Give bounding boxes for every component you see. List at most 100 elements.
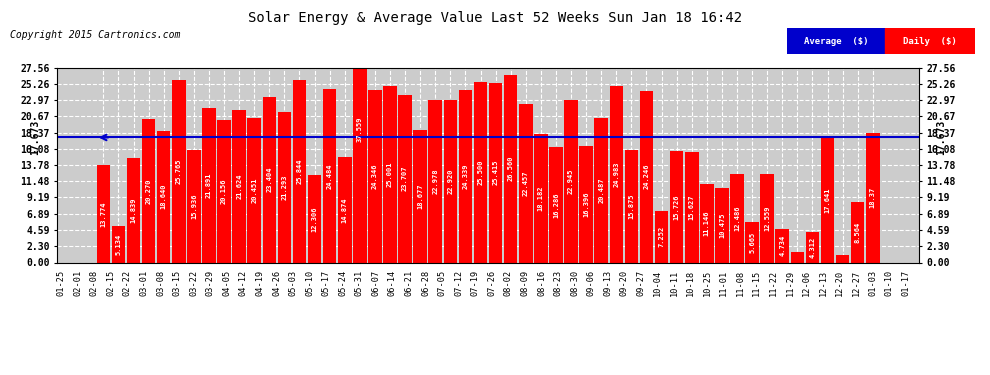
Bar xyxy=(414,130,427,262)
Text: 16.286: 16.286 xyxy=(553,192,559,217)
Bar xyxy=(715,188,729,262)
Text: 18.182: 18.182 xyxy=(538,185,544,211)
Text: 08-23: 08-23 xyxy=(553,270,562,296)
Bar xyxy=(383,86,397,262)
Text: 13.774: 13.774 xyxy=(100,201,106,226)
Text: 22.920: 22.920 xyxy=(447,169,453,194)
Text: 24.246: 24.246 xyxy=(644,164,649,189)
Text: Copyright 2015 Cartronics.com: Copyright 2015 Cartronics.com xyxy=(10,30,180,39)
Text: 12.486: 12.486 xyxy=(734,206,740,231)
Text: 05-24: 05-24 xyxy=(339,270,347,296)
Bar xyxy=(821,138,835,262)
Text: 23.707: 23.707 xyxy=(402,166,408,191)
Text: 15.875: 15.875 xyxy=(629,194,635,219)
Text: 25.500: 25.500 xyxy=(477,159,483,185)
Bar xyxy=(187,150,201,262)
Text: 07-19: 07-19 xyxy=(471,270,480,296)
Bar xyxy=(851,202,864,262)
Text: 05-17: 05-17 xyxy=(322,270,331,296)
Text: 10-25: 10-25 xyxy=(703,270,712,296)
Bar xyxy=(277,112,291,262)
Text: 15.627: 15.627 xyxy=(689,195,695,220)
Bar xyxy=(142,119,155,262)
Text: 09-06: 09-06 xyxy=(587,270,596,296)
Text: 15.936: 15.936 xyxy=(191,194,197,219)
Bar xyxy=(564,100,578,262)
Text: Average  ($): Average ($) xyxy=(804,37,868,46)
Text: 7.252: 7.252 xyxy=(658,226,664,248)
Text: 25.844: 25.844 xyxy=(296,158,303,184)
Bar xyxy=(248,118,261,262)
Bar xyxy=(338,157,351,262)
Text: 02-22: 02-22 xyxy=(123,270,132,296)
Text: 25.001: 25.001 xyxy=(387,161,393,187)
Text: 15.726: 15.726 xyxy=(673,194,680,220)
Text: 02-08: 02-08 xyxy=(90,270,99,296)
Text: 21.624: 21.624 xyxy=(237,173,243,199)
Text: 5.665: 5.665 xyxy=(749,232,755,253)
Text: 08-02: 08-02 xyxy=(504,270,513,296)
Text: 22.978: 22.978 xyxy=(433,168,439,194)
Bar xyxy=(836,255,849,262)
Text: 18.677: 18.677 xyxy=(417,184,423,209)
Bar xyxy=(866,132,879,262)
Bar xyxy=(731,174,743,262)
Text: 05-03: 05-03 xyxy=(289,270,298,296)
Text: 08-16: 08-16 xyxy=(537,270,546,296)
Text: 08-09: 08-09 xyxy=(521,270,530,296)
Text: 18.37: 18.37 xyxy=(870,187,876,208)
Text: 04-19: 04-19 xyxy=(255,270,264,296)
Text: 12-20: 12-20 xyxy=(836,270,844,296)
Bar xyxy=(368,90,382,262)
Bar xyxy=(293,80,306,262)
Text: 05-31: 05-31 xyxy=(354,270,364,296)
Text: 03-08: 03-08 xyxy=(156,270,165,296)
Text: 14.874: 14.874 xyxy=(342,197,347,223)
Text: 05-10: 05-10 xyxy=(305,270,314,296)
Bar xyxy=(625,150,639,262)
Text: 24.346: 24.346 xyxy=(372,164,378,189)
Text: 07-26: 07-26 xyxy=(487,270,496,296)
Text: Solar Energy & Average Value Last 52 Weeks Sun Jan 18 16:42: Solar Energy & Average Value Last 52 Wee… xyxy=(248,11,742,25)
Bar xyxy=(112,226,125,262)
Text: 22.457: 22.457 xyxy=(523,170,529,196)
Text: 11-22: 11-22 xyxy=(769,270,778,296)
Bar xyxy=(745,222,759,262)
Bar xyxy=(233,110,246,262)
Bar xyxy=(549,147,562,262)
Text: 04-26: 04-26 xyxy=(272,270,281,296)
Text: 01-10: 01-10 xyxy=(885,270,894,296)
Text: 12.306: 12.306 xyxy=(312,206,318,232)
Text: 24.983: 24.983 xyxy=(614,161,620,187)
Text: 22.945: 22.945 xyxy=(568,169,574,194)
Bar xyxy=(760,174,774,262)
Bar xyxy=(504,75,518,262)
Bar xyxy=(323,89,337,262)
Text: 24.484: 24.484 xyxy=(327,163,333,189)
Text: 17.673: 17.673 xyxy=(30,120,40,155)
Text: 26.560: 26.560 xyxy=(508,156,514,181)
Text: 03-29: 03-29 xyxy=(206,270,215,296)
Text: 21.891: 21.891 xyxy=(206,172,212,198)
Bar xyxy=(127,158,141,262)
Bar xyxy=(791,252,804,262)
Text: 5.134: 5.134 xyxy=(116,234,122,255)
Bar xyxy=(157,130,170,262)
Text: 17.641: 17.641 xyxy=(825,188,831,213)
Text: 25.415: 25.415 xyxy=(493,160,499,185)
Text: 08-30: 08-30 xyxy=(570,270,579,296)
FancyBboxPatch shape xyxy=(885,28,975,54)
Text: 03-01: 03-01 xyxy=(140,270,148,296)
Bar xyxy=(444,100,457,262)
Text: 10.475: 10.475 xyxy=(719,213,725,238)
Bar xyxy=(519,104,533,262)
Text: 02-01: 02-01 xyxy=(73,270,82,296)
Bar xyxy=(534,134,547,262)
Text: 11-29: 11-29 xyxy=(785,270,795,296)
Text: 11-08: 11-08 xyxy=(736,270,744,296)
Text: 07-05: 07-05 xyxy=(438,270,446,296)
Text: 11.146: 11.146 xyxy=(704,210,710,236)
Text: 06-07: 06-07 xyxy=(371,270,380,296)
Text: 8.564: 8.564 xyxy=(854,222,860,243)
Bar xyxy=(458,90,472,262)
